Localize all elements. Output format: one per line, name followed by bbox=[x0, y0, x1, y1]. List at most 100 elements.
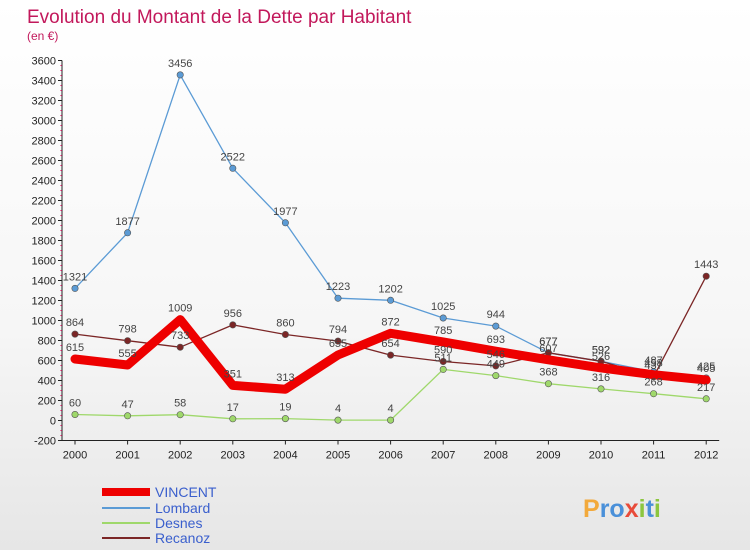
data-label-recanoz: 860 bbox=[276, 318, 294, 330]
data-label-lombard: 677 bbox=[539, 336, 557, 348]
data-label-vincent: 785 bbox=[434, 325, 452, 337]
data-point-desnes bbox=[124, 412, 132, 420]
data-point-desnes bbox=[597, 385, 605, 393]
data-label-desnes: 217 bbox=[697, 382, 715, 394]
legend-label-recanoz: Recanoz bbox=[155, 530, 210, 546]
data-point-vincent bbox=[334, 351, 342, 359]
y-tick-label: 1600 bbox=[32, 256, 56, 268]
data-point-desnes bbox=[492, 372, 500, 380]
data-point-vincent bbox=[597, 363, 605, 372]
data-point-desnes bbox=[387, 416, 395, 424]
data-label-vincent: 526 bbox=[592, 351, 610, 363]
y-tick-label: 600 bbox=[38, 356, 56, 368]
data-point-vincent bbox=[702, 376, 711, 384]
data-point-vincent bbox=[544, 355, 553, 364]
data-label-vincent: 458 bbox=[644, 358, 662, 370]
data-point-lombard bbox=[334, 294, 342, 302]
data-point-lombard bbox=[176, 71, 184, 79]
data-label-vincent: 607 bbox=[539, 343, 557, 355]
data-label-lombard: 1321 bbox=[63, 271, 87, 283]
data-point-recanoz bbox=[71, 330, 79, 338]
axes: -200 0 200 400 600 800 1000 1200 1400 1600 1800 200… bbox=[32, 56, 720, 462]
chart-subtitle: (en €) bbox=[27, 29, 58, 43]
y-tick-label: 2400 bbox=[32, 176, 56, 188]
x-tick-label: 2009 bbox=[536, 450, 560, 462]
data-point-vincent bbox=[281, 385, 290, 394]
legend-label-desnes: Desnes bbox=[155, 515, 202, 531]
data-label-vincent: 351 bbox=[224, 368, 242, 380]
y-tick-label: 3600 bbox=[32, 56, 56, 68]
data-label-recanoz: 1443 bbox=[694, 259, 718, 271]
series-lines bbox=[70, 71, 711, 424]
logo-letter: i bbox=[639, 495, 646, 523]
y-tick-label: 1200 bbox=[32, 296, 56, 308]
data-label-lombard: 3456 bbox=[168, 58, 192, 70]
y-tick-label: 2800 bbox=[32, 136, 56, 148]
data-label-lombard: 1025 bbox=[431, 301, 455, 313]
data-point-lombard bbox=[439, 314, 447, 322]
logo-letter: o bbox=[609, 495, 624, 523]
y-tick-label: -200 bbox=[34, 436, 56, 448]
x-tick-label: 2003 bbox=[221, 450, 245, 462]
data-point-recanoz bbox=[387, 351, 395, 359]
data-point-vincent bbox=[228, 381, 237, 390]
data-point-desnes bbox=[176, 411, 184, 419]
y-tick-label: 800 bbox=[38, 336, 56, 348]
y-tick-label: 1000 bbox=[32, 316, 56, 328]
logo-letter: x bbox=[625, 495, 639, 523]
data-label-recanoz: 956 bbox=[224, 308, 242, 320]
x-tick-label: 2008 bbox=[484, 450, 508, 462]
data-point-desnes bbox=[334, 416, 342, 424]
data-label-vincent: 1009 bbox=[168, 303, 192, 315]
data-point-desnes bbox=[650, 390, 658, 398]
data-label-lombard: 1202 bbox=[378, 283, 402, 295]
data-label-recanoz: 864 bbox=[66, 317, 84, 329]
data-point-desnes bbox=[229, 415, 237, 423]
data-label-vincent: 405 bbox=[697, 363, 715, 375]
data-label-vincent: 615 bbox=[66, 342, 84, 354]
data-point-vincent bbox=[439, 338, 448, 346]
legend-label-vincent: VINCENT bbox=[155, 484, 217, 500]
data-label-desnes: 17 bbox=[227, 402, 239, 414]
x-tick-label: 2011 bbox=[642, 450, 666, 462]
data-label-desnes: 368 bbox=[539, 367, 557, 379]
data-label-desnes: 47 bbox=[121, 399, 133, 411]
data-label-recanoz: 733 bbox=[171, 330, 189, 342]
data-label-lombard: 1877 bbox=[115, 216, 139, 228]
data-point-desnes bbox=[281, 415, 289, 423]
data-label-vincent: 872 bbox=[381, 316, 399, 328]
data-label-vincent: 693 bbox=[487, 334, 505, 346]
data-point-recanoz bbox=[334, 337, 342, 345]
data-point-recanoz bbox=[702, 272, 710, 280]
x-tick-label: 2007 bbox=[431, 450, 455, 462]
data-point-lombard bbox=[281, 219, 289, 227]
y-tick-label: 2600 bbox=[32, 156, 56, 168]
data-label-lombard: 1977 bbox=[273, 206, 297, 218]
x-tick-label: 2012 bbox=[694, 450, 718, 462]
data-label-lombard: 944 bbox=[487, 309, 505, 321]
data-label-desnes: 316 bbox=[592, 372, 610, 384]
y-tick-label: 1400 bbox=[32, 276, 56, 288]
x-tick-label: 2005 bbox=[326, 450, 350, 462]
data-point-lombard bbox=[387, 296, 395, 304]
data-label-desnes: 268 bbox=[644, 377, 662, 389]
data-point-recanoz bbox=[229, 321, 237, 329]
chart-title: Evolution du Montant de la Dette par Hab… bbox=[27, 7, 412, 28]
data-point-lombard bbox=[492, 322, 500, 330]
data-label-desnes: 511 bbox=[434, 352, 452, 364]
x-tick-label: 2006 bbox=[378, 450, 402, 462]
data-label-recanoz: 546 bbox=[487, 349, 505, 361]
y-tick-label: 2200 bbox=[32, 196, 56, 208]
data-label-recanoz: 654 bbox=[381, 338, 399, 350]
data-point-vincent bbox=[649, 370, 658, 379]
data-point-vincent bbox=[386, 329, 395, 338]
data-point-vincent bbox=[176, 315, 185, 324]
data-label-recanoz: 677 bbox=[539, 336, 557, 348]
data-label-lombard: 487 bbox=[644, 355, 662, 367]
y-tick-label: 2000 bbox=[32, 216, 56, 228]
data-point-vincent bbox=[123, 361, 132, 369]
data-label-desnes: 58 bbox=[174, 398, 186, 410]
